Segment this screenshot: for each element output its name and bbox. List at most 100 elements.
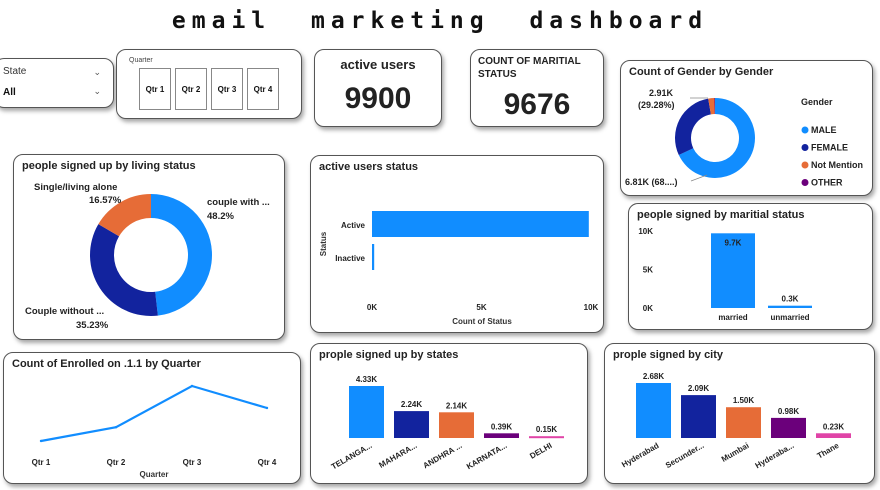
marital-chart-card: people signed by maritial status 0K 5K 10K… (628, 203, 873, 330)
enrolled-chart-card: Count of Enrolled on .1.1 by Quarter Qtr… (3, 352, 301, 484)
living-chart-title: people signed up by living status (22, 160, 196, 172)
city-category-secunder: Secunder... (664, 441, 705, 470)
status-xtick-0k: 0K (367, 303, 377, 312)
gender-data-label-female-pct: (29.28%) (638, 100, 675, 110)
gender-chart-card: Count of Gender by Gender 2.91K (29.28%)… (620, 60, 873, 196)
active-status-chart-card: active users status Active Inactive 0K 5K 10… (310, 155, 604, 333)
living-label-single: Single/living alone (34, 182, 117, 193)
living-label-couple-with: couple with ... (207, 197, 270, 208)
states-bar-andhra (439, 412, 474, 438)
status-category-active: Active (341, 221, 366, 230)
gender-legend-swatch-female (801, 144, 809, 151)
living-chart-card: people signed up by living status Single… (13, 154, 285, 340)
city-chart-card: prople signed by city 2.68K Hyderabad 2.09… (604, 343, 875, 484)
marital-bar-married (711, 233, 755, 308)
kpi-active-users-value: 9900 (344, 82, 412, 115)
chevron-down-icon[interactable]: ⌄ (93, 86, 101, 96)
kpi-marital-value: 9676 (503, 88, 571, 121)
active-status-chart-title: active users status (319, 161, 419, 173)
quarter-button-q2[interactable]: Qtr 2 (175, 68, 207, 110)
states-value-karnata: 0.39K (491, 422, 513, 431)
enrolled-xtick-qtr-1: Qtr 1 (32, 458, 51, 467)
marital-ytick-10k: 10K (638, 227, 653, 236)
city-chart-title: prople signed by city (613, 349, 724, 361)
quarter-slicer-label: Quarter (129, 57, 153, 64)
living-donut-chart: Single/living alone 16.57% couple with .… (25, 182, 270, 331)
marital-ytick-0k: 0K (643, 304, 653, 313)
gender-leader-line-2 (690, 174, 708, 182)
city-value-mumbai: 1.50K (733, 396, 755, 405)
enrolled-point-qtr-1 (39, 439, 43, 443)
states-chart-card: prople signed up by states 4.33K TELANGA.… (310, 343, 588, 484)
quarter-button-q3[interactable]: Qtr 3 (211, 68, 243, 110)
gender-legend-label-other: OTHER (811, 178, 843, 188)
states-value-telanga: 4.33K (356, 375, 378, 384)
gender-data-label-male: 6.81K (68....) (625, 177, 678, 187)
city-category-thane: Thane (816, 441, 841, 461)
state-slicer-value[interactable]: All (3, 87, 16, 98)
enrolled-chart-title: Count of Enrolled on .1.1 by Quarter (12, 358, 201, 370)
marital-value-married: 9.7K (725, 238, 742, 247)
living-value-couple-without: 35.23% (76, 320, 109, 331)
city-value-secunder: 2.09K (688, 384, 710, 393)
gender-slice-male (678, 98, 755, 178)
city-bar-hyderabad (636, 383, 671, 438)
city-bar-secunder (681, 395, 716, 438)
status-bar-inactive (372, 244, 375, 270)
states-category-karnata: KARNATA... (465, 441, 508, 471)
state-slicer-label: State (3, 66, 27, 77)
chevron-down-icon[interactable]: ⌄ (93, 67, 101, 77)
city-value-hyderabad: 2.68K (643, 372, 665, 381)
states-bar-delhi (529, 436, 564, 439)
states-category-telanga: TELANGA... (330, 441, 374, 471)
states-value-andhra: 2.14K (446, 401, 468, 410)
gender-legend-title: Gender (801, 97, 833, 107)
gender-slice-not-mention (708, 98, 715, 115)
quarter-button-q1[interactable]: Qtr 1 (139, 68, 171, 110)
states-chart-title: prople signed up by states (319, 349, 459, 361)
gender-legend-swatch-male (801, 126, 809, 134)
city-category-mumbai: Mumbai (720, 441, 751, 464)
gender-slice-other (714, 98, 715, 115)
marital-chart-title: people signed by maritial status (637, 209, 805, 221)
living-slice-couple-without (89, 224, 158, 316)
city-bar-hyderaba (771, 417, 806, 438)
states-bar-karnata (484, 433, 519, 438)
quarter-button-q4[interactable]: Qtr 4 (247, 68, 279, 110)
kpi-active-users-label: active users (340, 57, 416, 72)
status-xtick-10k: 10K (584, 303, 599, 312)
enrolled-xtick-qtr-4: Qtr 4 (258, 458, 277, 467)
gender-donut-chart: 2.91K (29.28%) 6.81K (68....) Gender MAL… (625, 88, 863, 188)
states-value-delhi: 0.15K (536, 425, 558, 434)
kpi-active-users: active users 9900 (314, 49, 442, 127)
status-category-inactive: Inactive (335, 254, 365, 263)
marital-bar-unmarried (768, 305, 812, 308)
living-slice-couple-with (151, 194, 212, 316)
kpi-marital-label: COUNT OF MARITIAL STATUS (478, 56, 581, 80)
enrolled-point-qtr-3 (190, 384, 194, 388)
enrolled-point-qtr-2 (114, 426, 118, 429)
states-bar-telanga (349, 386, 384, 438)
active-status-bar-chart: Active Inactive 0K 5K 10K Status Count of St… (319, 211, 599, 326)
city-bar-chart: 2.68K Hyderabad 2.09K Secunder... 1.50K Mumba… (620, 372, 851, 470)
enrolled-xtick-qtr-3: Qtr 3 (183, 458, 202, 467)
states-category-delhi: DELHI (528, 441, 553, 461)
enrolled-line-chart: Qtr 1 Qtr 2 Qtr 3 Qtr 4 Quarter (32, 384, 277, 479)
marital-bar-chart: 0K 5K 10K 9.7K married 0.3K unmarried (638, 227, 812, 322)
marital-category-unmarried: unmarried (770, 313, 809, 322)
gender-legend-swatch-not-mention (801, 161, 809, 169)
city-value-hyderaba: 0.98K (778, 407, 800, 416)
gender-legend-label-male: MALE (811, 125, 837, 135)
city-bar-mumbai (726, 407, 761, 438)
marital-category-married: married (718, 313, 747, 322)
state-slicer[interactable]: State ⌄ All ⌄ (0, 58, 114, 108)
city-bar-thane (816, 433, 851, 438)
city-category-hyderabad: Hyderabad (620, 441, 660, 470)
gender-data-label-female: 2.91K (649, 88, 674, 98)
states-category-mahara: MAHARA... (377, 441, 418, 470)
states-bar-mahara (394, 411, 429, 438)
marital-value-unmarried: 0.3K (782, 295, 799, 304)
kpi-marital-count: COUNT OF MARITIAL STATUS 9676 (470, 49, 604, 127)
status-xtick-5k: 5K (476, 303, 486, 312)
dashboard-title: email marketing dashboard (171, 8, 709, 34)
